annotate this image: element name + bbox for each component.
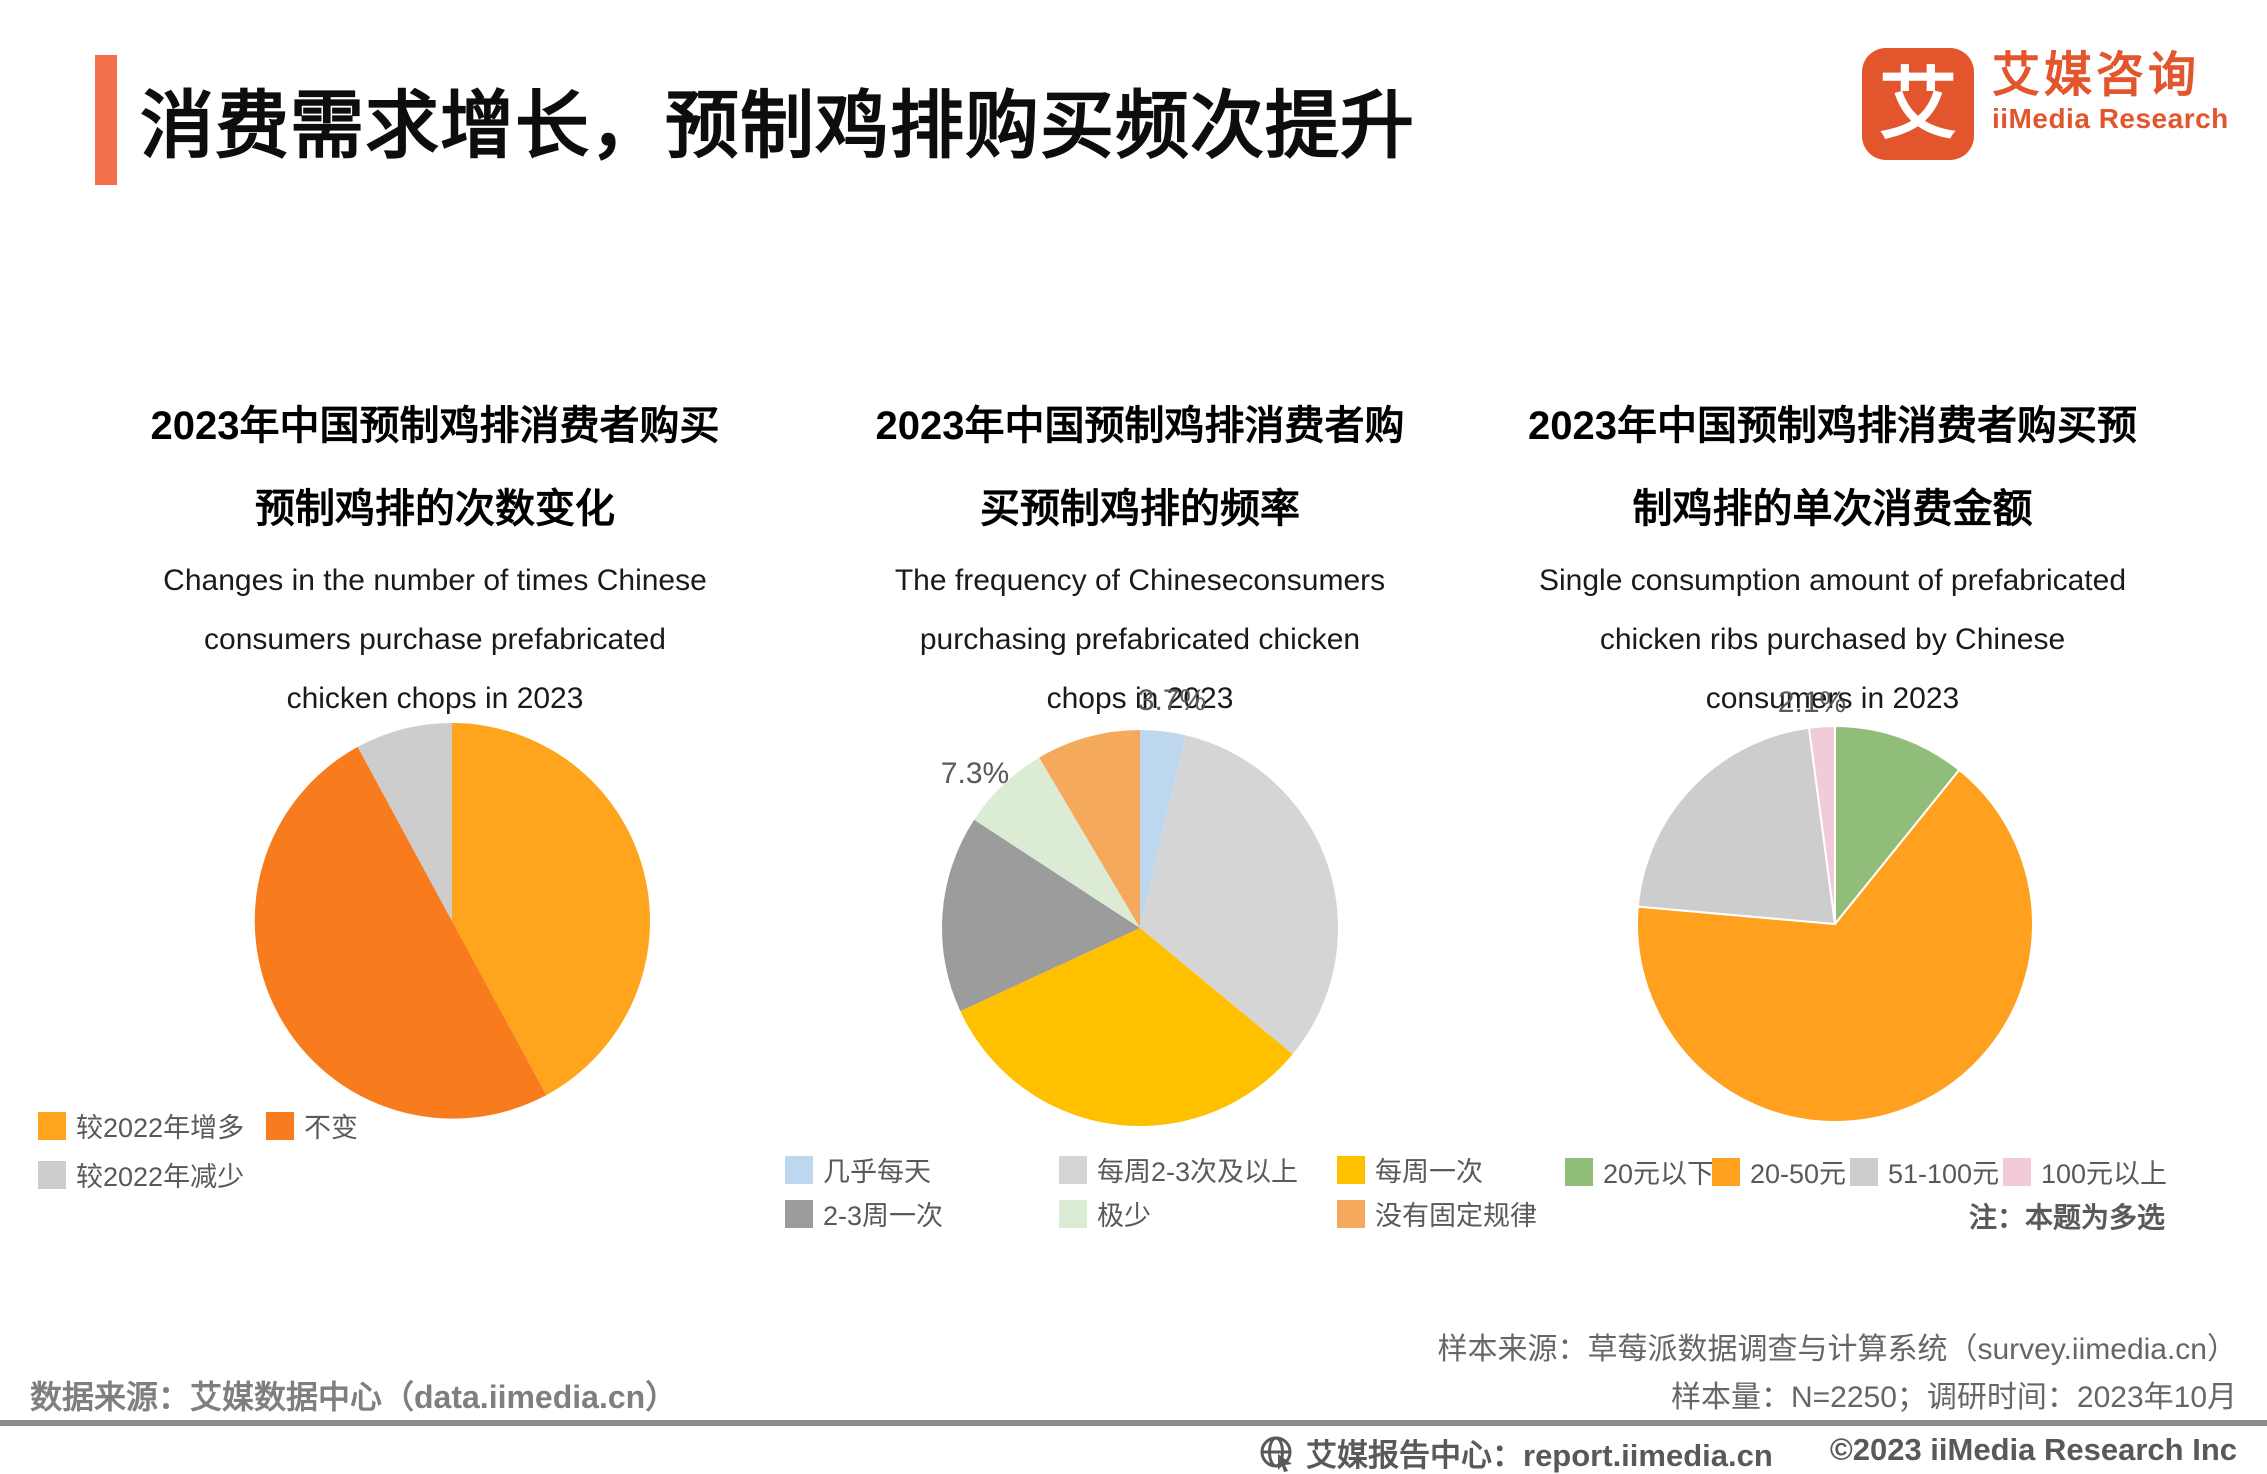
legend-label: 51-100元	[1888, 1159, 2000, 1189]
pie-chart-3	[1636, 724, 2034, 1123]
legend-label: 较2022年减少	[76, 1162, 245, 1192]
legend-item-100元以上: 100元以上	[2003, 1152, 2167, 1191]
pie-slice-几乎每天	[1140, 730, 1186, 928]
chart-title-zh-line: 预制鸡排的次数变化	[255, 487, 615, 531]
legend-item-20-50元: 20-50元	[1712, 1152, 1846, 1191]
report-center-link: 艾媒报告中心：report.iimedia.cn	[1306, 1438, 1773, 1473]
legend-label: 100元以上	[2041, 1159, 2168, 1189]
pie-slice-每周一次	[960, 928, 1293, 1126]
chart-title-zh-line: 2023年中国预制鸡排消费者购买预	[1528, 404, 2137, 448]
legend-label: 每周2-3次及以上	[1097, 1157, 1299, 1187]
legend-swatch	[1059, 1155, 1087, 1184]
legend-label: 不变	[304, 1113, 358, 1143]
logo-name-zh: 艾媒咨询	[1992, 49, 2201, 102]
legend-swatch	[38, 1111, 66, 1140]
chart-title-zh-line: 2023年中国预制鸡排消费者购	[875, 404, 1405, 448]
data-source-note: 数据来源：艾媒数据中心（data.iimedia.cn）	[30, 1379, 678, 1415]
chart-subtitle-en-line: chicken chops in 2023	[286, 682, 584, 715]
chart-subtitle-en-line: Single consumption amount of prefabricat…	[1538, 564, 2127, 597]
legend-item-较2022年减少: 较2022年减少	[38, 1155, 244, 1194]
globe-icon	[1260, 1436, 1292, 1472]
cursor-arrow	[1278, 1453, 1292, 1472]
pie-slice-51-100元	[1636, 726, 1837, 926]
legend-swatch	[1337, 1155, 1365, 1184]
legend-label: 极少	[1097, 1201, 1151, 1231]
legend-item-几乎每天: 几乎每天	[785, 1150, 931, 1189]
legend-item-每周一次: 每周一次	[1337, 1150, 1483, 1189]
legend-swatch	[1712, 1157, 1740, 1186]
pie-slice-2-3周一次	[941, 819, 1140, 1012]
legend-swatch	[1565, 1157, 1593, 1186]
chart-2-title: 2023年中国预制鸡排消费者购 买预制鸡排的频率 The frequency of …	[815, 385, 1465, 728]
legend-label: 较2022年增多	[76, 1113, 245, 1143]
legend-label: 20-50元	[1750, 1159, 1847, 1189]
chart-title-zh-line: 2023年中国预制鸡排消费者购买	[150, 404, 720, 448]
legend-swatch	[1850, 1157, 1878, 1186]
pie-label-100元以上: 2.1%	[1777, 686, 1847, 719]
copyright-text: ©2023 iiMedia Research Inc	[1829, 1432, 2237, 1467]
chart-title-zh-line: 买预制鸡排的频率	[980, 487, 1300, 531]
chart-title-zh-line: 制鸡排的单次消费金额	[1632, 487, 2033, 531]
chart-subtitle-en-line: chops in 2023	[1046, 682, 1234, 715]
legend-swatch	[785, 1199, 813, 1228]
pie-slice-没有固定规律	[1039, 730, 1140, 928]
logo-name-en: iiMedia Research	[1992, 103, 2229, 135]
chart-subtitle-en-line: purchasing prefabricated chicken	[919, 623, 1361, 656]
iimedia-logo: 艾 艾媒咨询 iiMedia Research	[1862, 48, 2229, 160]
legend-item-极少: 极少	[1059, 1194, 1151, 1233]
sample-source-line: 样本来源：草莓派数据调查与计算系统（survey.iimedia.cn）	[1437, 1333, 2237, 1366]
legend-swatch	[1059, 1199, 1087, 1228]
pie-label-几乎每天: 3.7%	[1137, 684, 1207, 717]
legend-item-2-3周一次: 2-3周一次	[785, 1194, 943, 1233]
pie-label-极少: 7.3%	[940, 757, 1010, 790]
legend-swatch	[38, 1160, 66, 1189]
sample-info-line: 样本量：N=2250；调研时间：2023年10月	[1670, 1381, 2237, 1414]
legend-swatch	[1337, 1199, 1365, 1228]
chart-subtitle-en-line: The frequency of Chineseconsumers	[894, 564, 1386, 597]
pie-slice-极少	[974, 757, 1140, 928]
legend-item-每周2-3次及以上: 每周2-3次及以上	[1059, 1150, 1298, 1189]
logo-text: 艾媒咨询 iiMedia Research	[1992, 48, 2229, 135]
legend-item-没有固定规律: 没有固定规律	[1337, 1194, 1537, 1233]
chart-3-title: 2023年中国预制鸡排消费者购买预 制鸡排的单次消费金额 Single consum…	[1475, 385, 2190, 728]
legend-item-20元以下: 20元以下	[1565, 1152, 1714, 1191]
multi-select-note: 注：本题为多选	[1968, 1202, 2165, 1233]
page-title: 消费需求增长，预制鸡排购买频次提升	[140, 84, 1415, 167]
legend-item-较2022年增多: 较2022年增多	[38, 1106, 244, 1145]
legend-label: 每周一次	[1375, 1157, 1483, 1187]
legend-swatch	[785, 1155, 813, 1184]
iimedia-logo-icon: 艾	[1862, 48, 1974, 160]
legend-item-51-100元: 51-100元	[1850, 1152, 1999, 1191]
bottom-bar: 艾媒报告中心：report.iimedia.cn	[1258, 1430, 1773, 1474]
legend-item-不变: 不变	[266, 1106, 358, 1145]
title-accent-bar	[95, 55, 117, 185]
footer-divider	[0, 1420, 2267, 1426]
chart-subtitle-en-line: consumers in 2023	[1705, 682, 1960, 715]
chart-subtitle-en-line: consumers purchase prefabricated	[204, 623, 666, 656]
pie-slice-较2022年增多	[452, 723, 650, 1096]
pie-slice-100元以上	[1807, 724, 1836, 925]
chart-subtitle-en-line: chicken ribs purchased by Chinese	[1599, 623, 2066, 656]
pie-chart-2	[941, 730, 1338, 1126]
legend-swatch	[266, 1111, 294, 1140]
logo-icon-glyph: 艾	[1878, 60, 1957, 148]
pie-slice-每周2-3次及以上	[1140, 735, 1338, 1055]
pie-slice-20-50元	[1636, 768, 2034, 1123]
pie-slice-不变	[254, 746, 547, 1119]
legend-label: 20元以下	[1603, 1159, 1715, 1189]
chart-1-title: 2023年中国预制鸡排消费者购买 预制鸡排的次数变化 Changes in the …	[55, 385, 815, 728]
legend-label: 2-3周一次	[823, 1201, 944, 1231]
legend-swatch	[2003, 1157, 2031, 1186]
pie-slice-20元以下	[1834, 724, 1961, 927]
legend-label: 没有固定规律	[1375, 1201, 1537, 1231]
pie-chart-1	[254, 723, 650, 1119]
legend-label: 几乎每天	[823, 1157, 931, 1187]
chart-subtitle-en-line: Changes in the number of times Chinese	[163, 564, 707, 597]
sample-note: 样本来源：草莓派数据调查与计算系统（survey.iimedia.cn） 样本量…	[1437, 1326, 2237, 1422]
pie-slice-较2022年减少	[357, 723, 452, 921]
